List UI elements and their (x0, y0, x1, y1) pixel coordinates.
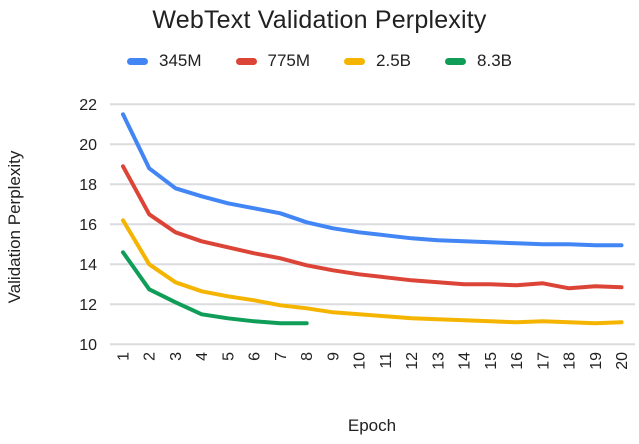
y-tick-label-16: 16 (79, 217, 97, 234)
x-tick-label-2: 2 (142, 352, 159, 361)
x-tick-label-20: 20 (614, 352, 631, 370)
y-tick-label-22: 22 (79, 97, 97, 114)
y-tick-label-20: 20 (79, 137, 97, 154)
x-tick-label-9: 9 (325, 352, 342, 361)
legend-swatch-icon (344, 57, 366, 65)
x-tick-label-3: 3 (168, 352, 185, 361)
legend-swatch-icon (445, 57, 467, 65)
legend-label: 2.5B (376, 51, 412, 70)
series-line-775M (121, 164, 624, 291)
y-tick-label-18: 18 (79, 177, 97, 194)
x-tick-label-18: 18 (562, 352, 579, 370)
x-tick-label-19: 19 (588, 352, 605, 370)
x-tick-label-15: 15 (483, 352, 500, 370)
legend-label: 775M (267, 51, 311, 70)
x-tick-label-4: 4 (194, 352, 211, 361)
x-tick-label-1: 1 (116, 352, 133, 361)
x-tick-label-5: 5 (220, 352, 237, 361)
x-tick-label-16: 16 (509, 352, 526, 370)
series-line-345M (121, 112, 624, 248)
x-tick-label-14: 14 (457, 352, 474, 370)
legend-swatch-icon (126, 57, 148, 65)
x-tick-label-12: 12 (404, 352, 421, 370)
legend-label: 8.3B (477, 51, 513, 70)
y-tick-label-12: 12 (79, 297, 97, 314)
legend-item-775M: 775M (235, 51, 311, 71)
legend-item-8.3B: 8.3B (445, 51, 512, 71)
grid-layer (110, 103, 635, 346)
legend: 345M 775M 2.5B 8.3B (0, 51, 639, 71)
legend-label: 345M (158, 51, 202, 70)
y-tick-label-10: 10 (79, 337, 97, 354)
x-tick-label-17: 17 (535, 352, 552, 370)
x-tick-label-6: 6 (247, 352, 264, 361)
legend-swatch-icon (235, 57, 257, 65)
chart-title: WebText Validation Perplexity (152, 6, 487, 34)
x-tick-label-8: 8 (299, 352, 316, 361)
y-tick-label-14: 14 (79, 257, 97, 274)
legend-item-2.5B: 2.5B (344, 51, 411, 71)
series-line-2.5B (121, 218, 624, 326)
x-tick-label-11: 11 (378, 352, 395, 369)
y-axis-title: Validation Perplexity (5, 150, 24, 303)
x-axis-title: Epoch (348, 416, 396, 435)
series-line-8.3B (121, 250, 309, 326)
legend-item-345M: 345M (126, 51, 202, 71)
x-tick-label-7: 7 (273, 352, 290, 361)
x-tick-label-13: 13 (430, 352, 447, 370)
x-tick-label-10: 10 (352, 352, 369, 370)
series-layer (121, 112, 624, 326)
